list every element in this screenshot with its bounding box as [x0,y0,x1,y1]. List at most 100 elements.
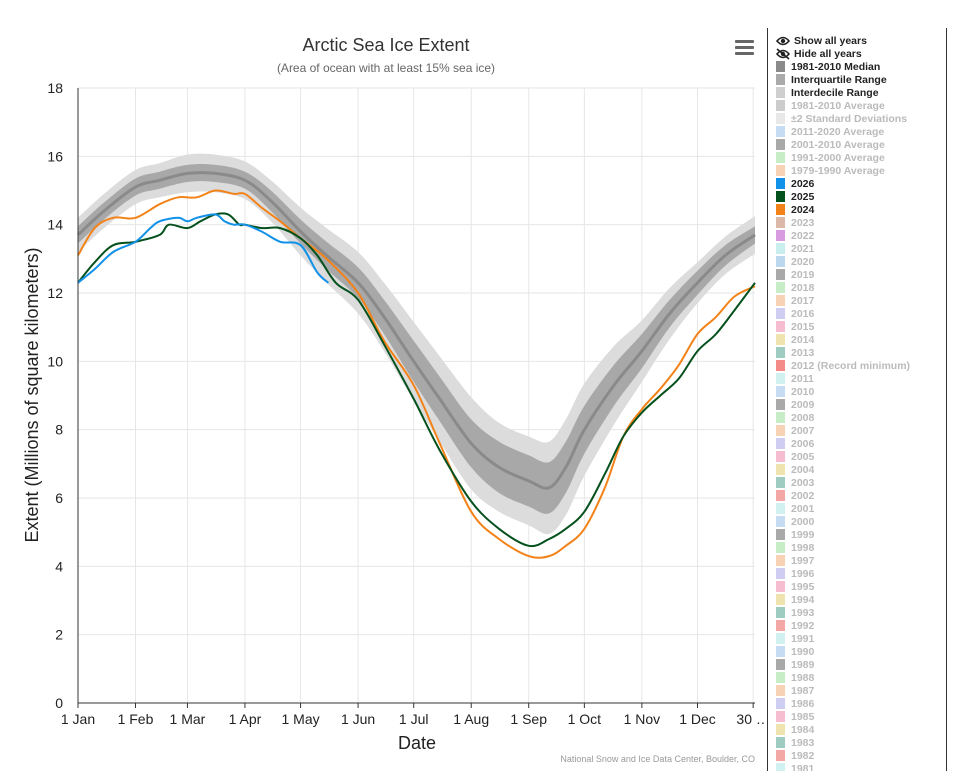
legend-item[interactable]: 1985 [768,710,946,723]
legend-item-label: 2023 [791,216,815,229]
show-all-years-label: Show all years [794,34,867,47]
legend-item[interactable]: 2012 (Record minimum) [768,359,946,372]
legend-item[interactable]: 1991 [768,632,946,645]
legend-item[interactable]: 2020 [768,255,946,268]
legend-item-label: 2015 [791,320,815,333]
chart-area: Arctic Sea Ice Extent (Area of ocean wit… [22,35,765,764]
legend-item[interactable]: 1982 [768,749,946,762]
legend-item[interactable]: 1979-1990 Average [768,164,946,177]
legend-swatch [776,503,785,514]
legend-item-label: 1989 [791,658,815,671]
series-line-2024[interactable] [77,189,756,559]
legend-item-label: 2024 [791,203,815,216]
legend-item[interactable]: 2013 [768,346,946,359]
legend-item[interactable]: 1991-2000 Average [768,151,946,164]
legend-item[interactable]: 2010 [768,385,946,398]
legend-item[interactable]: 2002 [768,489,946,502]
show-all-years-button[interactable]: Show all years [768,34,946,47]
legend-item[interactable]: 2026 [768,177,946,190]
legend-item[interactable]: 1981-2010 Median [768,60,946,73]
legend-item[interactable]: 1993 [768,606,946,619]
legend-item[interactable]: 2011 [768,372,946,385]
legend-item-label: 1981-2010 Average [791,99,885,112]
legend-item[interactable]: 1981 [768,762,946,771]
legend-item[interactable]: 2017 [768,294,946,307]
legend-item[interactable]: 1989 [768,658,946,671]
legend-swatch [776,451,785,462]
legend-item[interactable]: Interdecile Range [768,86,946,99]
legend-item[interactable]: 1986 [768,697,946,710]
legend-swatch [776,269,785,280]
x-tick-label: 1 Jun [341,711,375,727]
x-tick-label: 1 Sep [510,711,547,727]
legend-swatch [776,126,785,137]
legend-item[interactable]: 2011-2020 Average [768,125,946,138]
legend-item-label: 2004 [791,463,815,476]
legend-item[interactable]: 1999 [768,528,946,541]
y-tick-label: 18 [47,80,63,96]
legend-item[interactable]: 2000 [768,515,946,528]
legend-item[interactable]: 2009 [768,398,946,411]
legend-item[interactable]: Interquartile Range [768,73,946,86]
legend-item[interactable]: 1988 [768,671,946,684]
legend-item[interactable]: 2006 [768,437,946,450]
legend-item[interactable]: 1995 [768,580,946,593]
legend-item[interactable]: 2016 [768,307,946,320]
legend-item[interactable]: ±2 Standard Deviations [768,112,946,125]
legend-item-label: 1994 [791,593,815,606]
legend-item[interactable]: 1987 [768,684,946,697]
legend-item[interactable]: 2019 [768,268,946,281]
legend-swatch [776,204,785,215]
legend-swatch [776,74,785,85]
legend-item[interactable]: 2023 [768,216,946,229]
series-line-2026[interactable] [77,213,330,284]
legend-item-label: 2014 [791,333,815,346]
hamburger-menu-icon[interactable] [735,40,754,57]
legend-item[interactable]: 2001 [768,502,946,515]
legend-item-label: 2025 [791,190,815,203]
legend-item[interactable]: 1996 [768,567,946,580]
hide-all-years-button[interactable]: Hide all years [768,47,946,60]
y-tick-label: 8 [55,422,63,438]
legend-item[interactable]: 1997 [768,554,946,567]
legend-item-label: 2010 [791,385,815,398]
legend-item[interactable]: 2007 [768,424,946,437]
legend-item-label: 2011-2020 Average [791,125,885,138]
legend-item[interactable]: 2014 [768,333,946,346]
legend-item[interactable]: 2018 [768,281,946,294]
legend-swatch [776,555,785,566]
x-axis-title: Date [398,733,436,753]
series-lines[interactable] [77,189,756,559]
legend-item-label: 2026 [791,177,815,190]
legend-item[interactable]: 1992 [768,619,946,632]
legend-item[interactable]: 1984 [768,723,946,736]
y-tick-label: 4 [55,558,63,574]
legend-item-label: 1982 [791,749,815,762]
legend-item[interactable]: 2022 [768,229,946,242]
legend-item[interactable]: 1983 [768,736,946,749]
legend-item-label: 1986 [791,697,815,710]
legend-panel: Show all years Hide all years 1981-2010 … [767,28,947,771]
legend-item[interactable]: 2015 [768,320,946,333]
legend-item[interactable]: 1998 [768,541,946,554]
legend-item[interactable]: 2005 [768,450,946,463]
legend-swatch [776,217,785,228]
legend-swatch [776,620,785,631]
legend-swatch [776,243,785,254]
legend-item[interactable]: 2021 [768,242,946,255]
legend-swatch [776,516,785,527]
legend-item[interactable]: 2008 [768,411,946,424]
legend-item[interactable]: 2004 [768,463,946,476]
legend-item[interactable]: 1994 [768,593,946,606]
legend-item-label: 2013 [791,346,815,359]
legend-item-label: 2005 [791,450,815,463]
legend-item[interactable]: 2003 [768,476,946,489]
legend-item[interactable]: 2024 [768,203,946,216]
series-line-2025[interactable] [77,212,756,548]
legend-item[interactable]: 2001-2010 Average [768,138,946,151]
eye-off-icon [776,47,790,60]
legend-item[interactable]: 1990 [768,645,946,658]
legend-item[interactable]: 2025 [768,190,946,203]
legend-item[interactable]: 1981-2010 Average [768,99,946,112]
y-tick-label: 10 [47,353,63,369]
